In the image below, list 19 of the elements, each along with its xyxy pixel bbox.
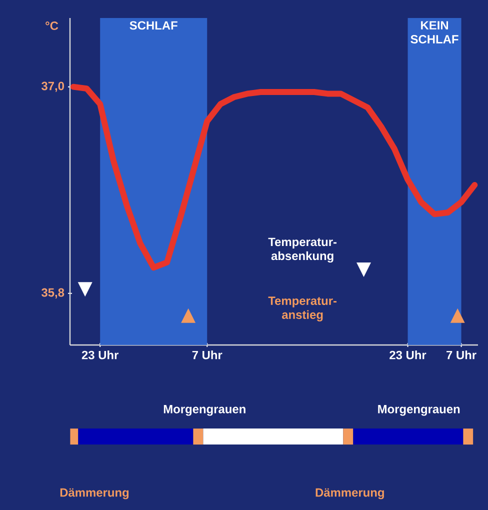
annotation: ▼ [78, 282, 92, 297]
annotation: Temperatur-absenkung [268, 238, 337, 263]
x-tick-label: 23 Uhr [82, 350, 119, 360]
band-label: SCHLAF [130, 21, 178, 30]
y-tick-label: 35,8 [42, 288, 64, 298]
text: Dämmerung [316, 488, 384, 500]
y-tick-label: 37,0 [42, 82, 64, 92]
annotation: ▼ [356, 262, 371, 278]
y-axis-title: °C [46, 22, 58, 30]
text: Morgengrauen [378, 405, 460, 416]
x-tick-label: 23 Uhr [390, 350, 426, 360]
text: Dämmerung [60, 488, 129, 500]
annotation: ▲ [181, 308, 196, 323]
x-tick-label: 7 Uhr [446, 350, 476, 360]
annotation: ▲ [450, 308, 465, 323]
annotation: KEIN SCHLAF [410, 21, 458, 44]
text: Morgengrauen [164, 405, 246, 416]
x-tick-label: 7 Uhr [192, 350, 222, 360]
annotation: Temperatur-anstieg [268, 296, 337, 322]
